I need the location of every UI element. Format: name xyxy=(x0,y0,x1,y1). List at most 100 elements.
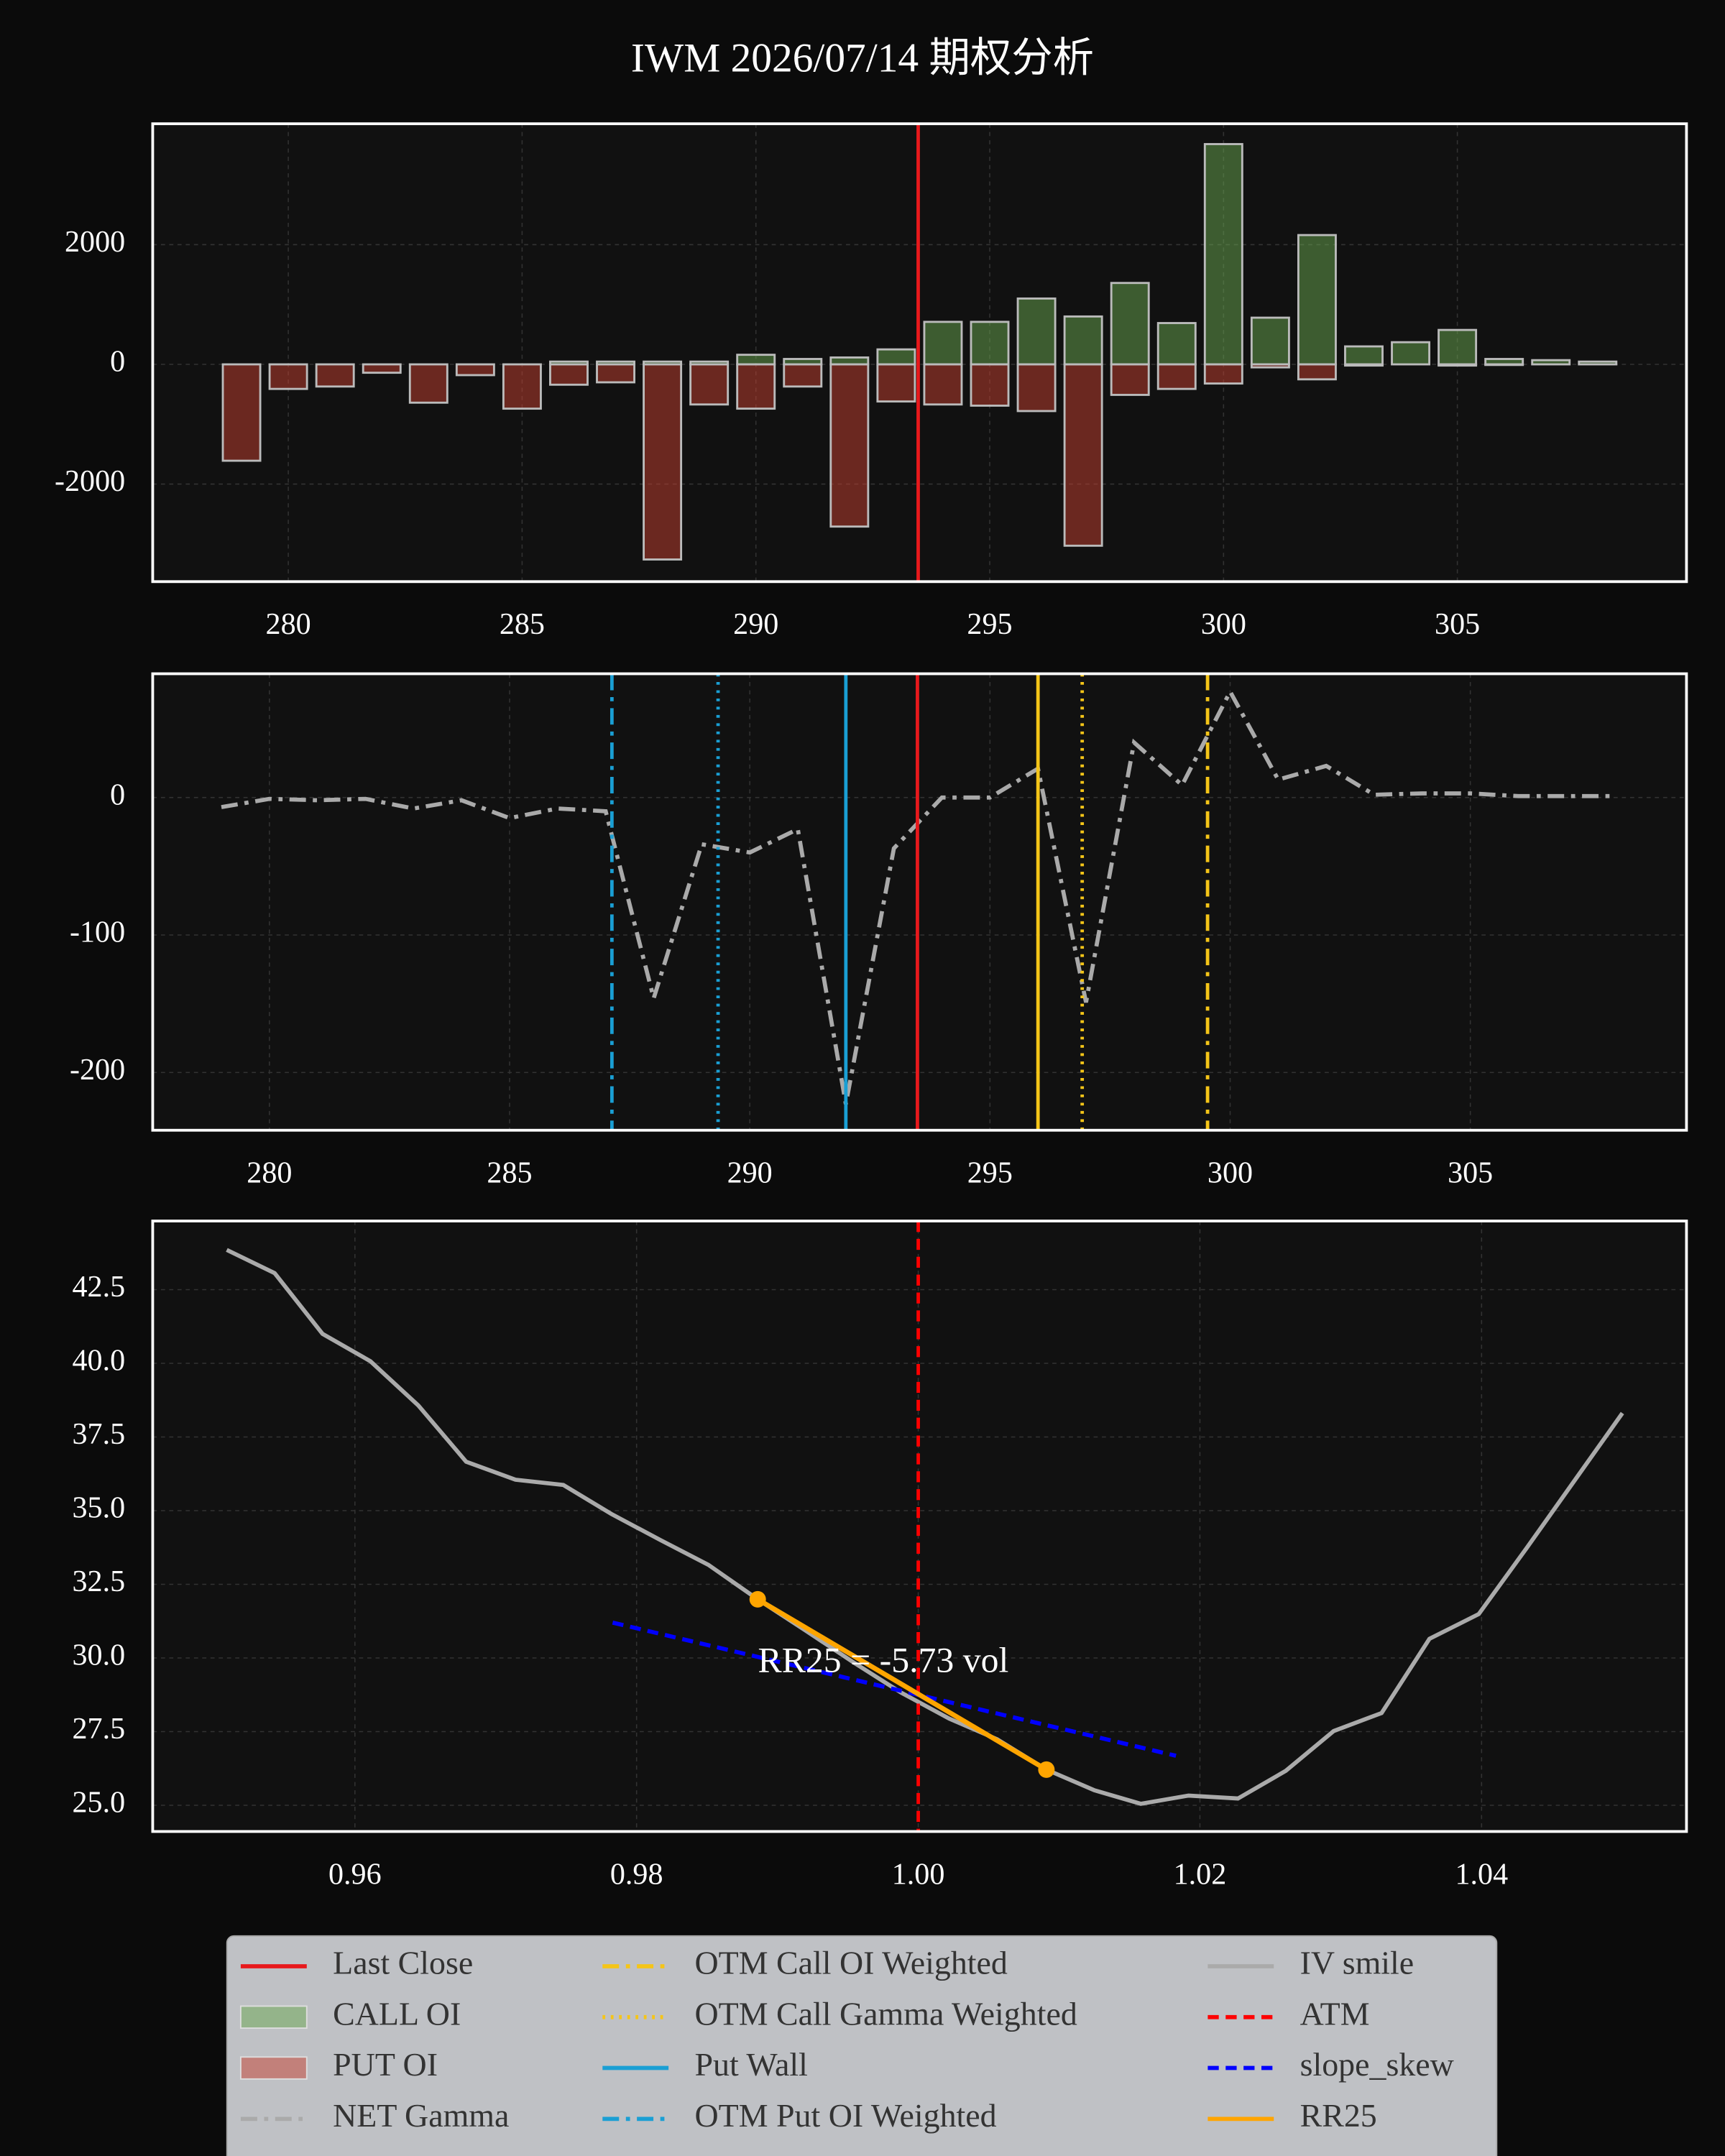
legend-label: ATM xyxy=(1300,1995,1370,2032)
x-tick-label: 290 xyxy=(727,1156,773,1190)
x-tick-label: 290 xyxy=(733,607,778,641)
y-tick-label: -200 xyxy=(70,1053,125,1087)
y-tick-label: -2000 xyxy=(55,464,125,498)
bar xyxy=(455,363,495,377)
bar xyxy=(1438,328,1478,366)
legend-label: RR25 xyxy=(1300,2097,1377,2134)
bar xyxy=(1016,363,1057,413)
bar xyxy=(783,363,823,388)
x-tick-label: 1.04 xyxy=(1455,1857,1508,1891)
bar xyxy=(408,363,448,404)
plot-area xyxy=(152,673,1687,1130)
bar xyxy=(970,363,1010,407)
bar xyxy=(1203,143,1243,366)
legend-label: NET Gamma xyxy=(333,2097,509,2134)
bar xyxy=(549,363,589,386)
legend-label: CALL OI xyxy=(333,1995,461,2032)
bar xyxy=(876,348,916,366)
bar xyxy=(1110,282,1150,366)
bar xyxy=(1063,363,1103,547)
legend-label: OTM Call Gamma Weighted xyxy=(695,1995,1077,2032)
legend-box xyxy=(226,1935,1498,2156)
bar xyxy=(876,363,916,403)
bar xyxy=(1531,359,1571,366)
bar xyxy=(1297,234,1337,366)
legend-swatch xyxy=(239,2005,308,2030)
y-tick-label: 32.5 xyxy=(73,1565,126,1598)
bar xyxy=(1250,316,1290,366)
x-tick-label: 1.00 xyxy=(892,1857,945,1891)
y-tick-label: 30.0 xyxy=(73,1639,126,1672)
legend-label: PUT OI xyxy=(333,2046,438,2083)
bar xyxy=(502,363,542,410)
bar xyxy=(1391,341,1431,366)
x-tick-label: 285 xyxy=(487,1156,532,1190)
bar xyxy=(1578,360,1618,366)
legend-swatch xyxy=(239,2056,308,2080)
x-tick-label: 305 xyxy=(1435,607,1480,641)
bar xyxy=(268,363,308,390)
y-tick-label: 42.5 xyxy=(73,1270,126,1304)
plot xyxy=(152,1220,1687,1832)
bar xyxy=(1438,363,1478,367)
legend-label: Last Close xyxy=(333,1945,473,1981)
bar xyxy=(1156,322,1197,366)
legend-label: IV smile xyxy=(1300,1945,1414,1981)
bar xyxy=(1250,363,1290,369)
bar xyxy=(362,363,402,374)
x-tick-label: 300 xyxy=(1201,607,1246,641)
bar xyxy=(1110,363,1150,396)
y-tick-label: 2000 xyxy=(65,225,125,259)
legend: Last Close CALL OI PUT OI NET Gamma OTM Call… xyxy=(226,1935,1498,2156)
y-tick-label: -100 xyxy=(70,916,125,949)
bar xyxy=(1297,363,1337,381)
plot xyxy=(152,124,1687,582)
bar xyxy=(1484,363,1524,367)
x-tick-label: 0.96 xyxy=(328,1857,382,1891)
marker xyxy=(749,1590,766,1608)
bar xyxy=(1156,363,1197,390)
marker xyxy=(1038,1761,1055,1778)
figure-title: IWM 2026/07/14 期权分析 xyxy=(631,35,1094,80)
bar xyxy=(923,321,963,366)
legend-label: OTM Put OI Weighted xyxy=(695,2097,997,2134)
line xyxy=(612,1620,1177,1758)
bar xyxy=(221,363,262,462)
y-tick-label: 27.5 xyxy=(73,1712,126,1746)
line xyxy=(226,1248,1624,1806)
bar xyxy=(1344,363,1384,367)
y-tick-label: 25.0 xyxy=(73,1786,126,1820)
bar xyxy=(970,321,1010,366)
bar xyxy=(829,356,870,366)
bar xyxy=(1203,363,1243,385)
legend-label: slope_skew xyxy=(1300,2046,1454,2083)
bar xyxy=(689,363,730,406)
x-tick-label: 0.98 xyxy=(610,1857,663,1891)
line xyxy=(756,1597,1048,1772)
y-tick-label: 0 xyxy=(110,345,125,379)
x-tick-label: 295 xyxy=(967,607,1012,641)
bar xyxy=(736,354,776,366)
bar xyxy=(1344,345,1384,366)
x-tick-label: 300 xyxy=(1208,1156,1253,1190)
bar xyxy=(643,363,683,561)
plot-frame xyxy=(151,122,1688,584)
x-tick-label: 295 xyxy=(967,1156,1013,1190)
bar xyxy=(596,363,635,384)
y-tick-label: 37.5 xyxy=(73,1417,126,1451)
legend-label: Put Wall xyxy=(695,2046,808,2083)
y-tick-label: 0 xyxy=(110,778,125,811)
bar xyxy=(829,363,870,528)
legend-label: OTM Call OI Weighted xyxy=(695,1945,1008,1981)
x-tick-label: 280 xyxy=(247,1156,292,1190)
y-tick-label: 35.0 xyxy=(73,1491,126,1525)
bar xyxy=(923,363,963,406)
annotation: RR25 = -5.73 vol xyxy=(758,1640,1009,1680)
bar xyxy=(315,363,355,388)
bar xyxy=(1063,315,1103,366)
bar xyxy=(1016,297,1057,366)
y-tick-label: 40.0 xyxy=(73,1344,126,1378)
x-tick-label: 305 xyxy=(1448,1156,1493,1190)
